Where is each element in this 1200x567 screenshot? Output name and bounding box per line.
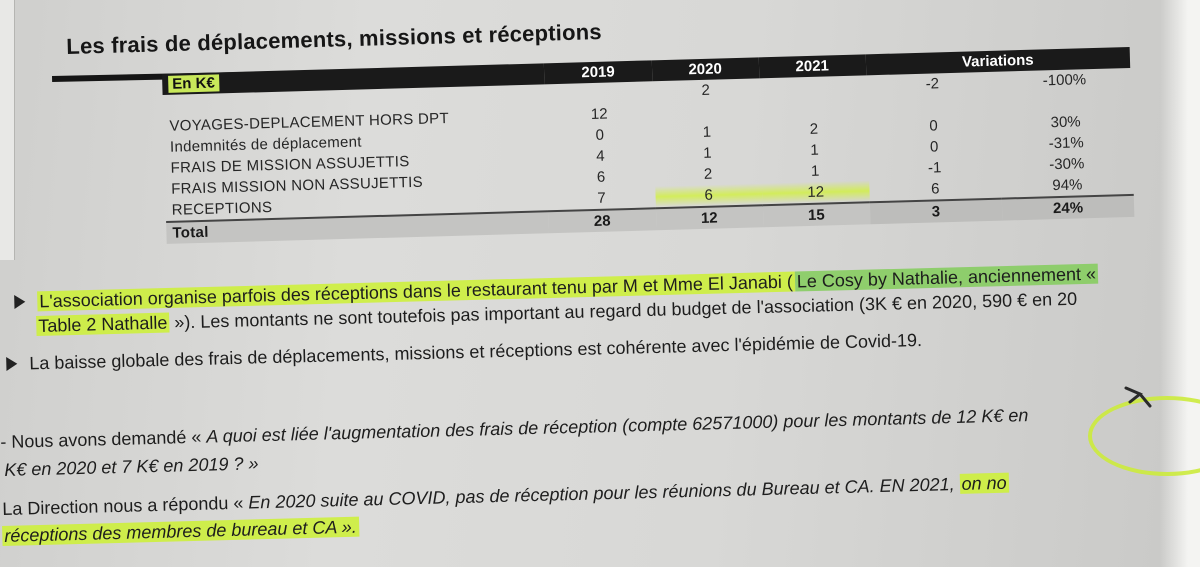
question-text: - Nous avons demandé « A quoi est liée l…: [0, 403, 1029, 454]
answer-highlight: on no: [959, 472, 1009, 494]
question-text-line2: K€ en 2020 et 7 K€ en 2019 ? »: [4, 451, 259, 482]
question-prefix: - Nous avons demandé «: [0, 426, 207, 452]
answer-text-line2: réceptions des membres de bureau et CA »…: [2, 515, 359, 548]
bullet-arrow-icon: [6, 356, 18, 371]
answer-highlight-line2: réceptions des membres de bureau et CA »…: [2, 516, 359, 546]
bullet-arrow-icon: [14, 294, 26, 309]
answer-text: La Direction nous a répondu « En 2020 su…: [2, 471, 1009, 521]
question-italic-line2: K€ en 2020 et 7 K€ en 2019 ? »: [4, 453, 259, 480]
bullet-text: La baisse globale des frais de déplaceme…: [29, 330, 923, 374]
underlying-sheet-edge: [0, 0, 15, 260]
answer-prefix: La Direction nous a répondu «: [2, 492, 249, 519]
question-italic: A quoi est liée l'augmentation des frais…: [206, 405, 1029, 447]
pen-arrow-mark-icon: [1124, 386, 1152, 408]
bullet-covid: La baisse globale des frais de déplaceme…: [6, 328, 922, 376]
answer-italic: En 2020 suite au COVID, pas de réception…: [248, 473, 960, 513]
highlighted-text: Table 2 Nathalle: [36, 312, 170, 336]
